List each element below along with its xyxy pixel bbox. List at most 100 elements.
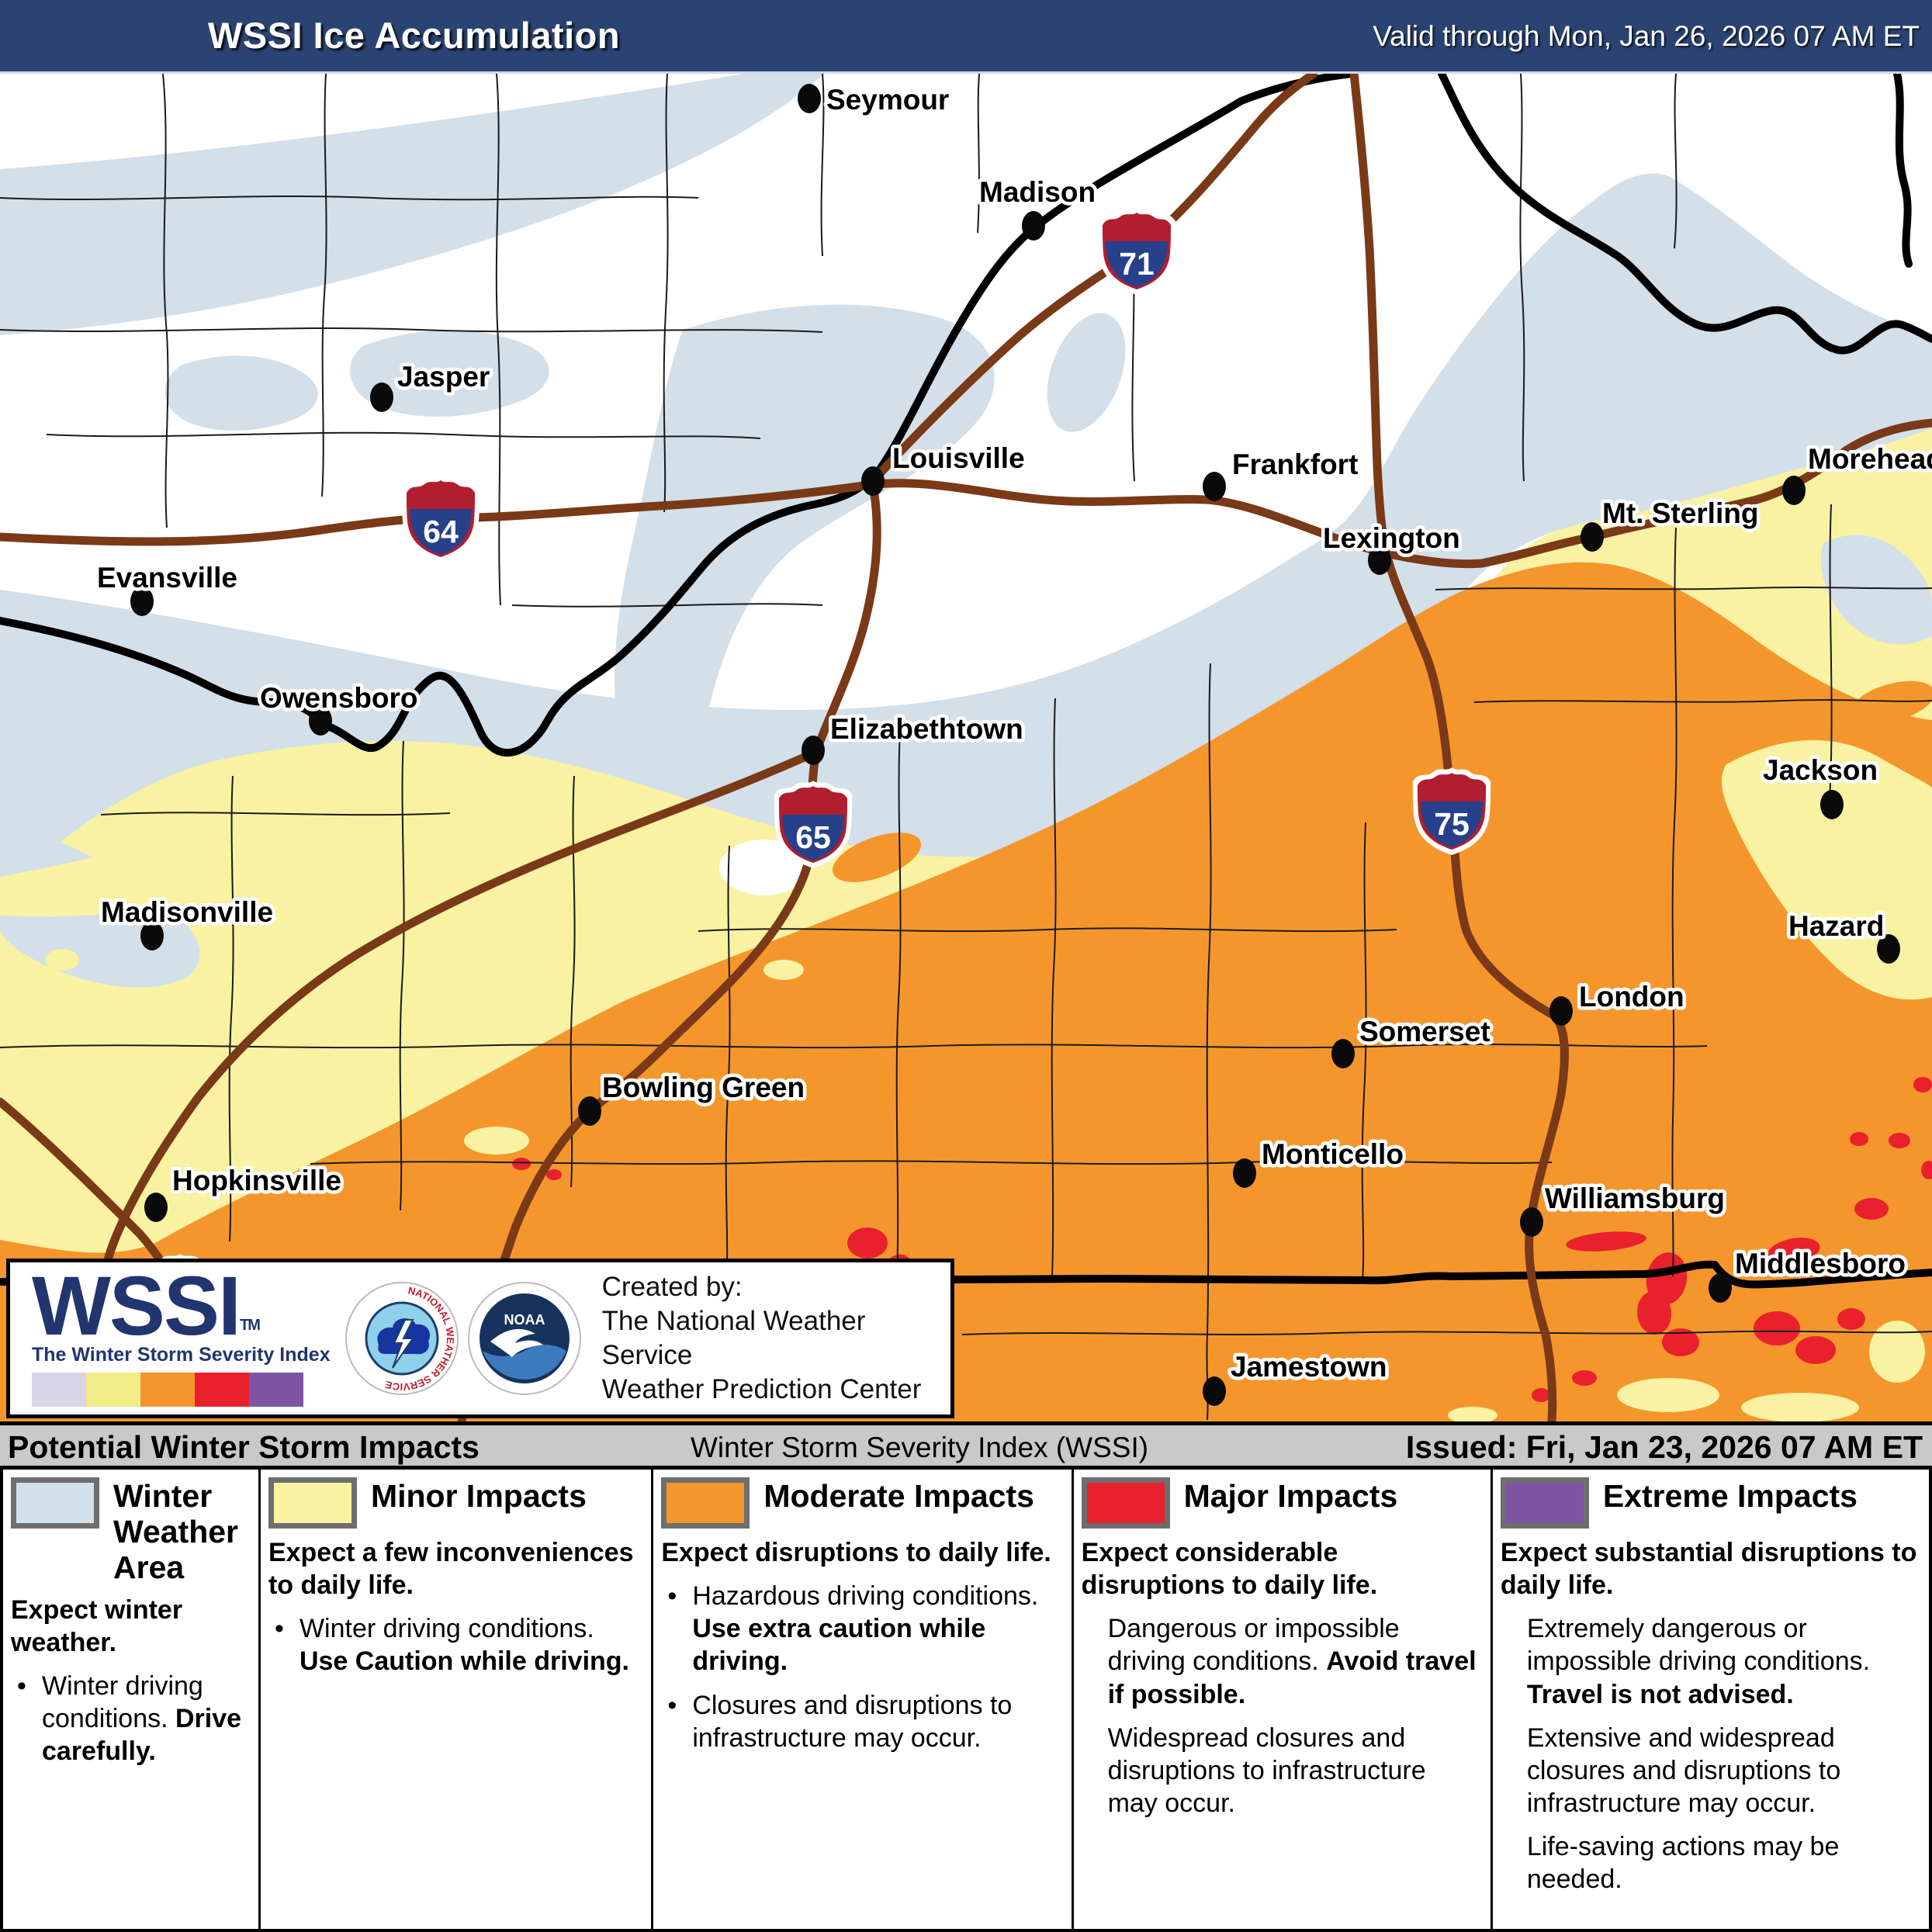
minor-swatch bbox=[268, 1477, 357, 1529]
city-label: Somerset bbox=[1359, 1016, 1491, 1047]
winter-swatch bbox=[11, 1477, 99, 1529]
city-dot bbox=[1022, 211, 1045, 241]
strip-swatch bbox=[249, 1373, 303, 1407]
wssi-wordmark: WSSI bbox=[32, 1258, 241, 1352]
city-label: Jasper bbox=[397, 361, 490, 393]
legend-item: Widespread closures and disruptions to i… bbox=[1107, 1723, 1426, 1819]
city-label: Lexington bbox=[1323, 522, 1460, 554]
legend-item: Expect substantial disruptions to daily … bbox=[1500, 1538, 1917, 1601]
wssi-tagline: The Winter Storm Severity Index bbox=[32, 1344, 331, 1366]
legend-item: Life-saving actions may be needed. bbox=[1526, 1832, 1840, 1895]
credit-org-line1: The National Weather Service bbox=[601, 1305, 866, 1370]
strip-swatch bbox=[140, 1373, 195, 1407]
strip-swatch bbox=[86, 1373, 140, 1407]
city-label: Hopkinsville bbox=[172, 1165, 341, 1196]
legend-title-extreme: Extreme Impacts bbox=[1602, 1478, 1858, 1514]
legend-item: Closures and disruptions to infrastructu… bbox=[661, 1689, 1063, 1754]
strip-swatch bbox=[32, 1373, 86, 1407]
city-label: Williamsburg bbox=[1545, 1182, 1725, 1214]
trademark: TM bbox=[240, 1316, 261, 1334]
issued-text: Issued: Fri, Jan 23, 2026 07 AM ET bbox=[1405, 1429, 1923, 1465]
legend-title-winter: Winter Weather Area bbox=[113, 1478, 239, 1585]
city-label: Mt. Sterling bbox=[1602, 497, 1758, 529]
city-dot bbox=[309, 706, 332, 736]
city-dot bbox=[1331, 1039, 1355, 1068]
city-label: Monticello bbox=[1262, 1138, 1404, 1170]
city-dot bbox=[1549, 996, 1573, 1026]
credit-text: Created by: The National Weather Service… bbox=[602, 1270, 950, 1407]
city-label: Bowling Green bbox=[602, 1072, 805, 1103]
ohio-river-east bbox=[1438, 74, 1932, 355]
city-dot bbox=[1877, 934, 1900, 964]
impact-legend: Winter Weather Area Expect winter weather… bbox=[0, 1470, 1932, 1932]
credit-org-line2: Weather Prediction Center bbox=[601, 1374, 922, 1405]
minor-islands bbox=[464, 740, 1932, 1421]
city-dot bbox=[1709, 1273, 1732, 1303]
legend-item: Expect disruptions to daily life. bbox=[661, 1538, 1051, 1567]
big-sandy-river bbox=[1893, 74, 1913, 268]
infobar-subtitle: Winter Storm Severity Index (WSSI) bbox=[691, 1432, 1149, 1463]
city-label: Seymour bbox=[826, 84, 949, 116]
noaa-logo-icon: NOAA bbox=[467, 1282, 581, 1395]
strip-swatch bbox=[195, 1373, 249, 1407]
extreme-swatch bbox=[1500, 1477, 1589, 1529]
legend-title-major: Major Impacts bbox=[1183, 1478, 1398, 1514]
wssi-logo: WSSITM The Winter Storm Severity Index bbox=[10, 1263, 331, 1407]
legend-title-minor: Minor Impacts bbox=[370, 1478, 587, 1514]
legend-column-winter: Winter Weather Area Expect winter weather… bbox=[3, 1470, 261, 1929]
legend-item: Expect a few inconveniences to daily lif… bbox=[268, 1538, 634, 1601]
city-label: Madison bbox=[979, 176, 1096, 208]
credit-box: WSSITM The Winter Storm Severity Index N… bbox=[6, 1259, 954, 1418]
legend-item: Extensive and widespread closures and di… bbox=[1526, 1723, 1841, 1819]
wk-parkway-road bbox=[100, 748, 819, 1277]
city-dot bbox=[798, 84, 821, 113]
shield-number: 65 bbox=[795, 819, 831, 855]
city-dot bbox=[1520, 1207, 1543, 1237]
city-dot bbox=[1368, 545, 1391, 575]
major-swatch bbox=[1081, 1477, 1170, 1529]
no-impact-hole bbox=[719, 840, 809, 895]
legend-item: Expect considerable disruptions to daily… bbox=[1081, 1538, 1378, 1601]
city-label: Hazard bbox=[1788, 910, 1884, 942]
infobar-title: Potential Winter Storm Impacts bbox=[8, 1429, 480, 1465]
interstate-64-shield: 64 bbox=[401, 475, 480, 563]
wssi-color-strip bbox=[32, 1373, 331, 1407]
page-title: WSSI Ice Accumulation bbox=[208, 15, 621, 56]
interstate-75-shield: 75 bbox=[1412, 767, 1491, 855]
created-by-label: Created by: bbox=[601, 1271, 743, 1302]
shield-number: 71 bbox=[1119, 246, 1155, 282]
legend-item: Extremely dangerous or impossible drivin… bbox=[1526, 1614, 1871, 1709]
legend-item: Dangerous or impossible driving conditio… bbox=[1107, 1614, 1477, 1709]
city-label: Elizabethtown bbox=[830, 713, 1023, 745]
legend-column-moderate: Moderate Impacts Expect disruptions to da… bbox=[653, 1470, 1074, 1929]
city-dot bbox=[130, 587, 154, 616]
county-lines bbox=[0, 74, 1932, 1421]
legend-title-moderate: Moderate Impacts bbox=[763, 1478, 1034, 1514]
city-label: Morehead bbox=[1808, 443, 1932, 475]
nws-logo-icon: NATIONAL WEATHER SERVICE bbox=[345, 1282, 459, 1395]
svg-text:NOAA: NOAA bbox=[504, 1312, 545, 1328]
city-dot bbox=[1782, 476, 1806, 505]
city-dot bbox=[1203, 1376, 1226, 1406]
city-dot bbox=[1233, 1158, 1256, 1188]
city-label: Evansville bbox=[97, 562, 237, 594]
city-dot bbox=[370, 383, 393, 412]
moderate-swatch bbox=[661, 1477, 750, 1529]
city-label: Jamestown bbox=[1231, 1351, 1387, 1383]
city-label: Owensboro bbox=[260, 682, 418, 714]
legend-item: Hazardous driving conditions. Use extra … bbox=[661, 1580, 1063, 1678]
city-dot bbox=[1581, 522, 1604, 552]
city-dot bbox=[802, 736, 825, 765]
info-bar: Potential Winter Storm Impacts Winter St… bbox=[0, 1421, 1932, 1470]
legend-item: Winter driving conditions. Use Caution w… bbox=[268, 1612, 643, 1678]
city-label: Madisonville bbox=[101, 896, 273, 928]
legend-column-minor: Minor Impacts Expect a few inconveniences… bbox=[261, 1470, 654, 1929]
city-label: Louisville bbox=[892, 442, 1025, 474]
city-dot bbox=[144, 1193, 168, 1222]
city-dot bbox=[578, 1096, 601, 1126]
legend-column-major: Major Impacts Expect considerable disrupt… bbox=[1074, 1470, 1493, 1929]
shield-number: 75 bbox=[1434, 806, 1470, 842]
city-dot bbox=[861, 466, 885, 496]
city-label: Middlesboro bbox=[1735, 1248, 1906, 1279]
city-dot bbox=[140, 921, 164, 950]
